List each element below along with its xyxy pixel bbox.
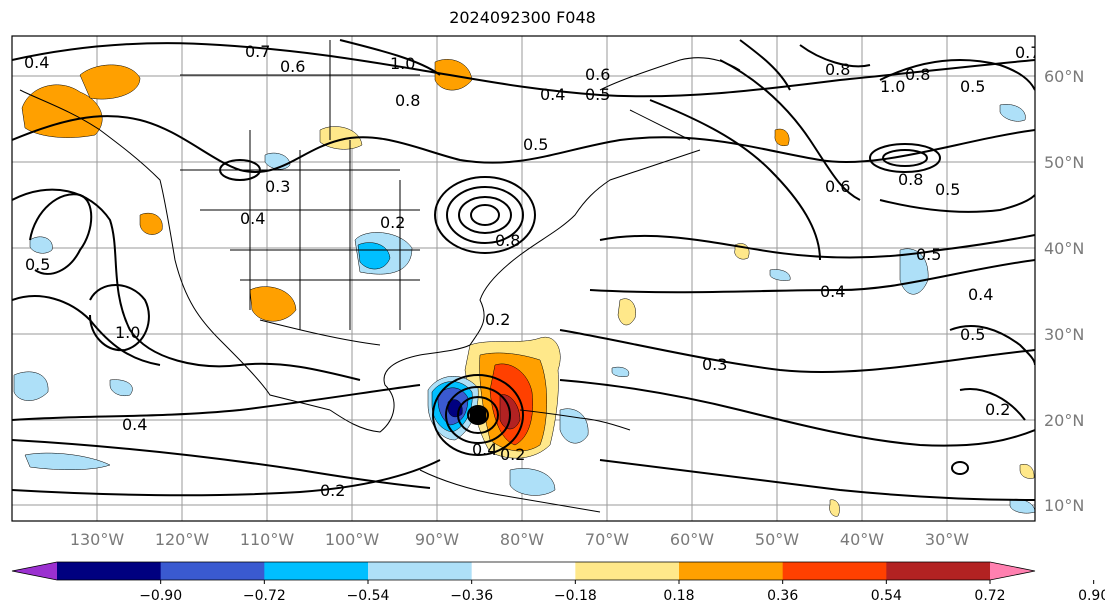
latitude-labels: 60°N 50°N 40°N 30°N 20°N 10°N xyxy=(1044,67,1084,515)
contour-label: 1.0 xyxy=(390,54,415,73)
colorbar-tick-label: −0.18 xyxy=(554,588,597,604)
lon-label: 120°W xyxy=(155,530,210,549)
contour-label: 0.5 xyxy=(960,325,985,344)
contour-label: 0.5 xyxy=(935,180,960,199)
colorbar-swatch xyxy=(782,562,887,580)
colorbar-extend-low xyxy=(12,562,57,580)
contour-label: 0.7 xyxy=(1015,43,1040,62)
colorbar-swatch xyxy=(679,562,784,580)
contour-label: 0.4 xyxy=(240,209,265,228)
lat-label: 30°N xyxy=(1044,325,1084,344)
colorbar-tick-label: −0.54 xyxy=(347,588,390,604)
map-frame xyxy=(11,35,1036,522)
contour-label: 0.4 xyxy=(24,53,49,72)
colorbar-tick-label: −0.72 xyxy=(243,588,286,604)
contour-label: 0.8 xyxy=(495,231,520,250)
contour-label: 0.2 xyxy=(380,213,405,232)
contour-label: 0.8 xyxy=(395,91,420,110)
contour-label: 0.8 xyxy=(898,170,923,189)
colorbar-swatch xyxy=(160,562,265,580)
colorbar-tick-label: 0.54 xyxy=(871,588,902,604)
colorbar-swatch xyxy=(368,562,473,580)
lat-label: 60°N xyxy=(1044,67,1084,86)
contour-label: 0.2 xyxy=(320,481,345,500)
lon-label: 60°W xyxy=(670,530,714,549)
lon-label: 30°W xyxy=(925,530,969,549)
contour-label: 0.5 xyxy=(960,77,985,96)
contour-labels: 0.4 0.7 0.6 1.0 0.8 0.6 0.4 0.5 0.3 0.4 … xyxy=(24,42,1040,500)
colorbar-swatch xyxy=(57,562,162,580)
lat-label: 50°N xyxy=(1044,153,1084,172)
colorbar-tick-label: 0.36 xyxy=(767,588,798,604)
contour-label: 1.0 xyxy=(880,77,905,96)
coastlines xyxy=(19,40,741,513)
lon-label: 50°W xyxy=(755,530,799,549)
colorbar-swatch xyxy=(575,562,680,580)
contour-label: 0.8 xyxy=(905,65,930,84)
colorbar-tick-label: 0.18 xyxy=(663,588,694,604)
lat-label: 40°N xyxy=(1044,239,1084,258)
colorbar: −0.90 −0.72 −0.54 −0.36 −0.18 0.18 0.36 0.54 0.7… xyxy=(11,561,1105,604)
colorbar-tick-label: 0.72 xyxy=(974,588,1005,604)
lon-label: 100°W xyxy=(325,530,380,549)
graticule xyxy=(12,36,1035,521)
lon-label: 110°W xyxy=(240,530,295,549)
contour-label: 0.6 xyxy=(825,177,850,196)
lat-label: 10°N xyxy=(1044,496,1084,515)
contour-label: 0.2 xyxy=(985,400,1010,419)
contour-label: 0.4 xyxy=(540,85,565,104)
contour-label: 0.5 xyxy=(585,85,610,104)
contour-label: 0.2 xyxy=(485,310,510,329)
lon-label: 80°W xyxy=(500,530,544,549)
colorbar-swatch xyxy=(264,562,369,580)
colorbar-swatch xyxy=(471,562,576,580)
contour-label: 0.8 xyxy=(825,60,850,79)
colorbar-tick-label: 0.90 xyxy=(1078,588,1105,604)
contour-label: 0.7 xyxy=(245,42,270,61)
colorbar-tick-label: −0.36 xyxy=(450,588,493,604)
contour-label: 0.6 xyxy=(585,65,610,84)
colorbar-tick-label: −0.90 xyxy=(139,588,182,604)
colorbar-outline xyxy=(11,561,1036,581)
contour-label: 0.5 xyxy=(523,135,548,154)
colorbar-extend-high xyxy=(990,562,1035,580)
contour-label: 0.5 xyxy=(916,245,941,264)
colorbar-swatch xyxy=(886,562,991,580)
contour-label: 0.3 xyxy=(265,177,290,196)
contour-label: 0.4 xyxy=(472,440,497,459)
lon-label: 90°W xyxy=(415,530,459,549)
contour-label: 0.4 xyxy=(968,285,993,304)
contour-label: 0.6 xyxy=(280,57,305,76)
lat-label: 20°N xyxy=(1044,411,1084,430)
contour-label: 0.4 xyxy=(122,415,147,434)
contour-label: 0.3 xyxy=(702,355,727,374)
lon-label: 40°W xyxy=(840,530,884,549)
contour-label: 0.5 xyxy=(25,255,50,274)
contour-label: 1.0 xyxy=(115,323,140,342)
lon-label: 70°W xyxy=(585,530,629,549)
longitude-labels: 130°W 120°W 110°W 100°W 90°W 80°W 70°W 6… xyxy=(70,530,969,549)
contour-label: 0.4 xyxy=(820,282,845,301)
lon-label: 130°W xyxy=(70,530,125,549)
contour-lines xyxy=(12,39,1035,501)
map-title: 2024092300 F048 xyxy=(449,8,596,27)
contour-label: 0.2 xyxy=(500,445,525,464)
